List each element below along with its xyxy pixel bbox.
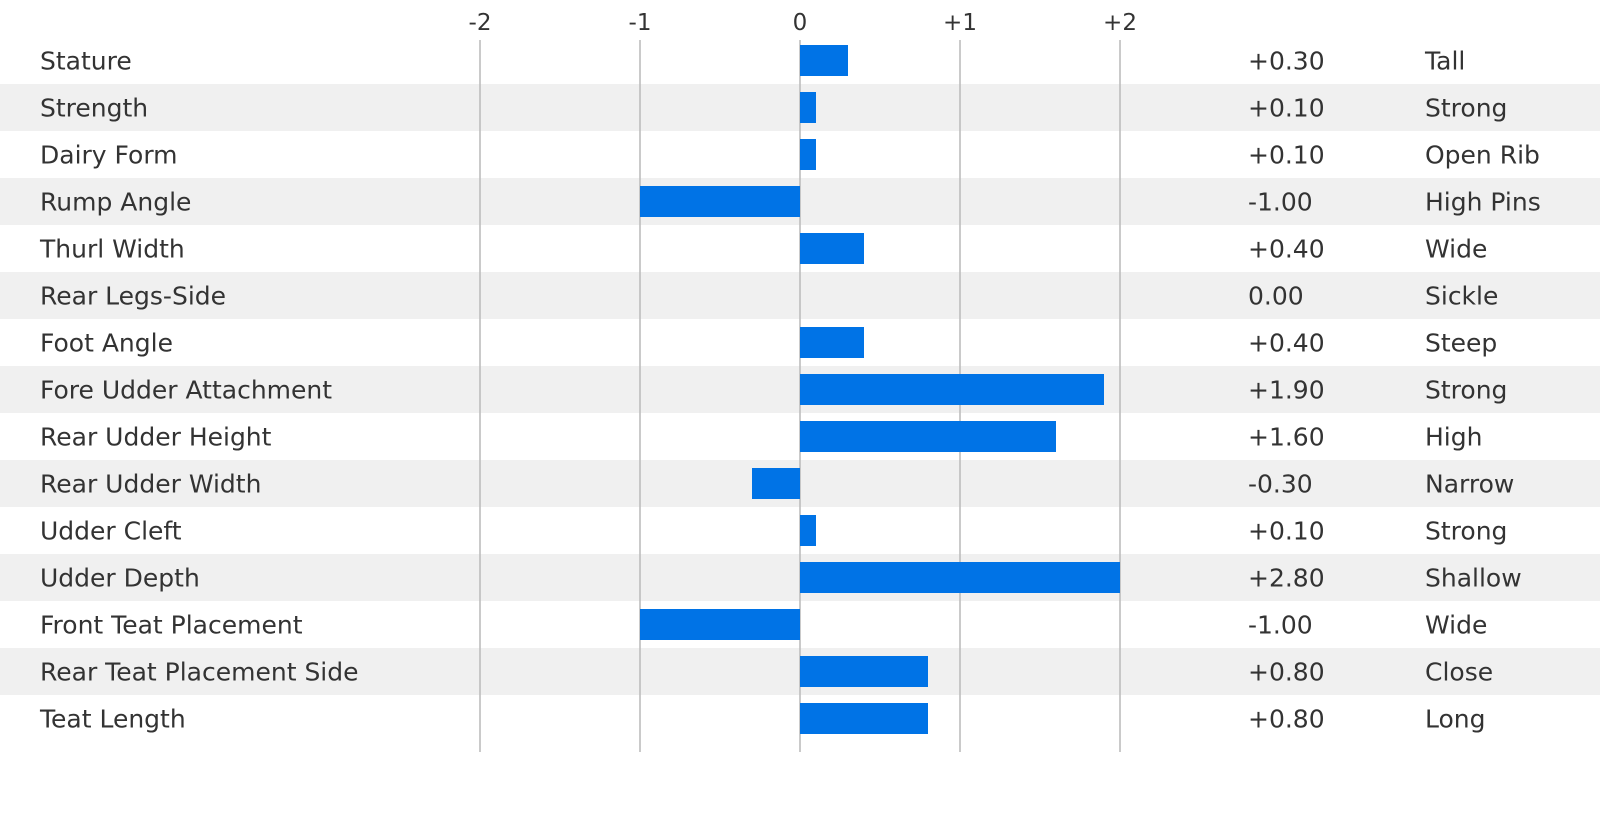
trait-label: Rear Legs-Side: [40, 282, 226, 311]
bar: [800, 327, 864, 358]
bar: [800, 374, 1104, 405]
description-labels: Tall Strong Open Rib High Pins Wide Sickle Ste…: [1424, 47, 1541, 734]
trait-label: Teat Length: [39, 705, 186, 734]
trait-label: Front Teat Placement: [40, 611, 303, 640]
trait-labels: Stature Strength Dairy Form Rump Angle Thurl…: [39, 47, 359, 734]
value-labels: +0.30 +0.10 +0.10 -1.00 +0.40 0.00 +0.40 +1.90 +…: [1248, 47, 1325, 734]
value-label: +0.30: [1248, 47, 1325, 76]
description-label: Close: [1425, 658, 1493, 687]
bar: [800, 421, 1056, 452]
description-label: Shallow: [1425, 564, 1522, 593]
trait-label: Rear Udder Height: [40, 423, 272, 452]
value-label: -0.30: [1248, 470, 1313, 499]
description-label: Narrow: [1425, 470, 1514, 499]
value-label: +0.10: [1248, 94, 1325, 123]
description-label: Sickle: [1425, 282, 1498, 311]
bar: [800, 515, 816, 546]
description-label: Wide: [1425, 235, 1487, 264]
bar: [800, 656, 928, 687]
description-label: Strong: [1425, 517, 1507, 546]
value-label: +0.40: [1248, 329, 1325, 358]
trait-label: Stature: [40, 47, 132, 76]
x-tick-label: 0: [793, 10, 808, 36]
trait-label: Dairy Form: [40, 141, 178, 170]
value-label: 0.00: [1248, 282, 1304, 311]
value-label: +0.10: [1248, 141, 1325, 170]
bar: [800, 703, 928, 734]
description-label: High Pins: [1425, 188, 1541, 217]
value-label: -1.00: [1248, 611, 1313, 640]
trait-label: Strength: [40, 94, 148, 123]
description-label: Long: [1425, 705, 1486, 734]
value-label: +1.60: [1248, 423, 1325, 452]
description-label: Tall: [1424, 47, 1465, 76]
x-tick-label: -1: [629, 10, 652, 36]
description-label: Open Rib: [1425, 141, 1540, 170]
value-label: +2.80: [1248, 564, 1325, 593]
value-label: -1.00: [1248, 188, 1313, 217]
x-tick-label: +2: [1103, 10, 1137, 36]
description-label: Wide: [1425, 611, 1487, 640]
trait-label: Thurl Width: [39, 235, 185, 264]
description-label: Strong: [1425, 376, 1507, 405]
x-tick-labels: -2 -1 0 +1 +2: [469, 10, 1137, 36]
bar: [800, 562, 1120, 593]
bar: [800, 92, 816, 123]
value-label: +0.80: [1248, 658, 1325, 687]
trait-label: Udder Cleft: [40, 517, 182, 546]
value-label: +0.40: [1248, 235, 1325, 264]
trait-label: Rump Angle: [40, 188, 191, 217]
value-label: +0.80: [1248, 705, 1325, 734]
trait-label: Rear Udder Width: [40, 470, 261, 499]
description-label: Steep: [1425, 329, 1497, 358]
value-label: +1.90: [1248, 376, 1325, 405]
value-label: +0.10: [1248, 517, 1325, 546]
bar: [800, 233, 864, 264]
x-tick-label: +1: [943, 10, 977, 36]
bar: [800, 45, 848, 76]
bar: [640, 186, 800, 217]
trait-label: Foot Angle: [40, 329, 173, 358]
trait-label: Rear Teat Placement Side: [40, 658, 359, 687]
bar: [800, 139, 816, 170]
bar: [752, 468, 800, 499]
x-tick-label: -2: [469, 10, 492, 36]
description-label: Strong: [1425, 94, 1507, 123]
bars: [640, 45, 1120, 734]
description-label: High: [1425, 423, 1482, 452]
bar: [640, 609, 800, 640]
trait-label: Udder Depth: [40, 564, 200, 593]
trait-label: Fore Udder Attachment: [40, 376, 332, 405]
